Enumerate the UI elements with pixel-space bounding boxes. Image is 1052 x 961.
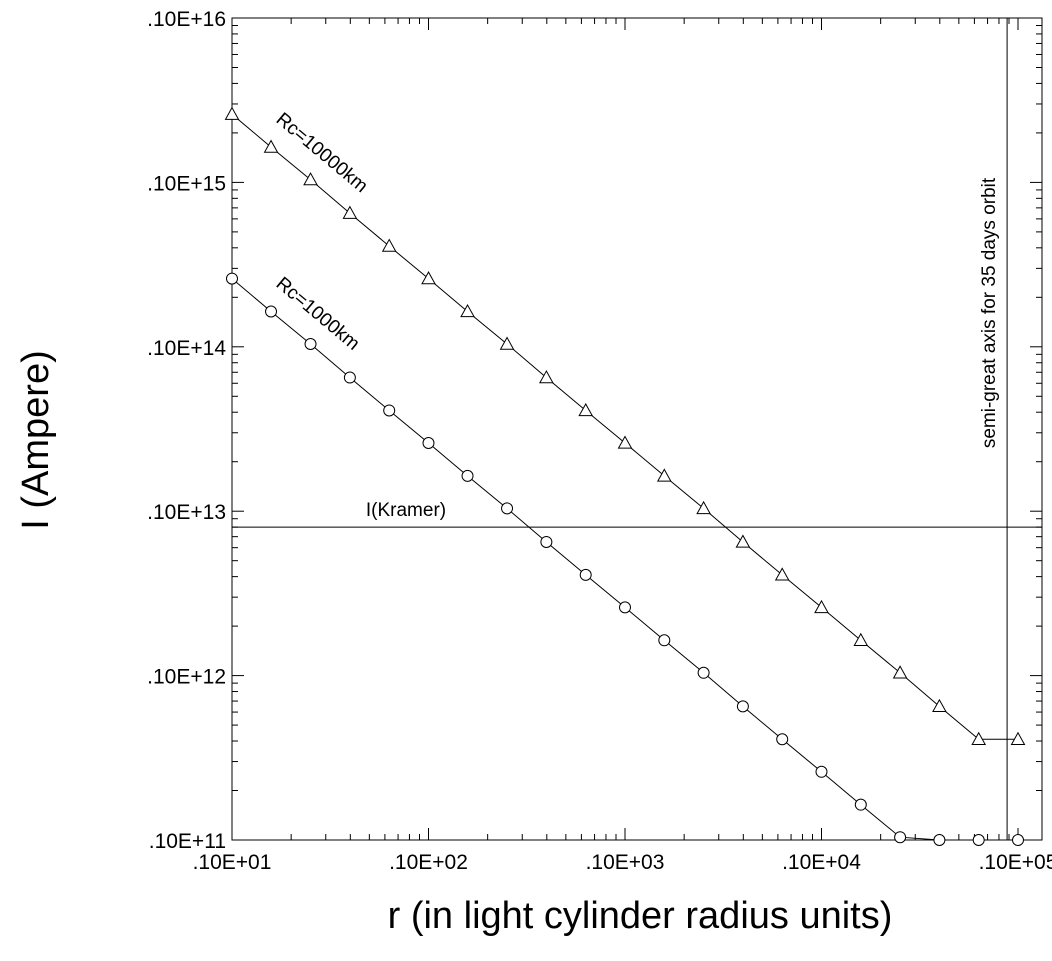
x-tick-label: .10E+02 <box>389 851 468 874</box>
triangle-marker <box>460 303 475 318</box>
circle-marker <box>383 404 396 417</box>
y-tick-label: .10E+16 <box>147 8 226 31</box>
y-tick-label: .10E+11 <box>149 830 226 853</box>
x-axis-title: r (in light cylinder radius units) <box>388 895 893 937</box>
y-tick-label: .10E+12 <box>147 666 226 689</box>
circle-marker <box>461 469 474 482</box>
triangle-marker <box>617 435 633 449</box>
orbit-label: semi-great axis for 35 days orbit <box>979 177 1000 448</box>
circle-marker <box>540 535 553 548</box>
triangle-marker <box>303 172 318 186</box>
x-tick-label: .10E+04 <box>782 851 861 874</box>
triangle-marker <box>971 731 987 745</box>
series-label-circle: Rc=1000km <box>272 273 364 354</box>
triangle-marker <box>932 698 947 713</box>
circle-marker <box>854 798 867 811</box>
triangle-marker <box>735 534 751 548</box>
series-line-circle <box>231 278 1018 841</box>
triangle-marker <box>814 599 829 614</box>
triangle-marker <box>696 500 711 515</box>
plot-frame <box>231 17 1043 841</box>
triangle-marker <box>499 336 515 350</box>
series-lines <box>231 113 1018 841</box>
triangle-marker <box>892 665 908 679</box>
circle-marker <box>579 568 592 581</box>
tick-labels: .10E+01 .10E+02 .10E+03 .10E+04 .10E+05 .10E+… <box>147 8 1052 874</box>
triangle-marker <box>774 567 790 581</box>
circle-marker <box>736 700 749 713</box>
circle-marker <box>422 436 435 449</box>
x-tick-label: .10E+05 <box>979 851 1052 874</box>
circle-marker <box>894 831 907 844</box>
reference-lines <box>232 18 1042 840</box>
y-axis-title: I (Ampere) <box>15 350 57 529</box>
triangle-marker <box>656 468 672 482</box>
markers <box>224 106 1026 846</box>
x-tick-label: .10E+01 <box>193 851 272 874</box>
triangle-marker <box>342 205 358 219</box>
circle-marker <box>619 601 631 614</box>
triangle-marker <box>381 238 397 252</box>
circle-marker <box>697 666 710 679</box>
circle-marker <box>343 371 356 384</box>
circle-marker <box>304 337 317 350</box>
circle-marker <box>972 834 985 846</box>
circle-marker <box>1012 834 1024 846</box>
y-tick-label: .10E+15 <box>147 172 226 195</box>
triangle-marker <box>539 370 554 384</box>
kramer-label: I(Kramer) <box>366 500 446 521</box>
triangle-marker <box>421 271 436 285</box>
circle-marker <box>658 634 671 647</box>
circle-marker <box>226 272 238 285</box>
circle-marker <box>815 765 828 778</box>
triangle-marker <box>263 139 279 153</box>
annotations: I(Kramer) semi-great axis for 35 days orb… <box>272 109 1000 521</box>
y-tick-label: .10E+14 <box>147 337 226 360</box>
triangle-marker <box>224 106 240 120</box>
circle-marker <box>776 733 789 746</box>
triangle-marker <box>1010 731 1026 745</box>
triangle-marker <box>853 632 869 646</box>
y-tick-label: .10E+13 <box>147 501 226 524</box>
series-label-triangle: Rc=10000km <box>272 109 372 197</box>
circle-marker <box>933 834 946 846</box>
ticks <box>231 17 1042 841</box>
circle-marker <box>265 305 278 318</box>
triangle-marker <box>578 402 594 417</box>
x-tick-label: .10E+03 <box>586 851 665 874</box>
circle-marker <box>501 502 514 515</box>
